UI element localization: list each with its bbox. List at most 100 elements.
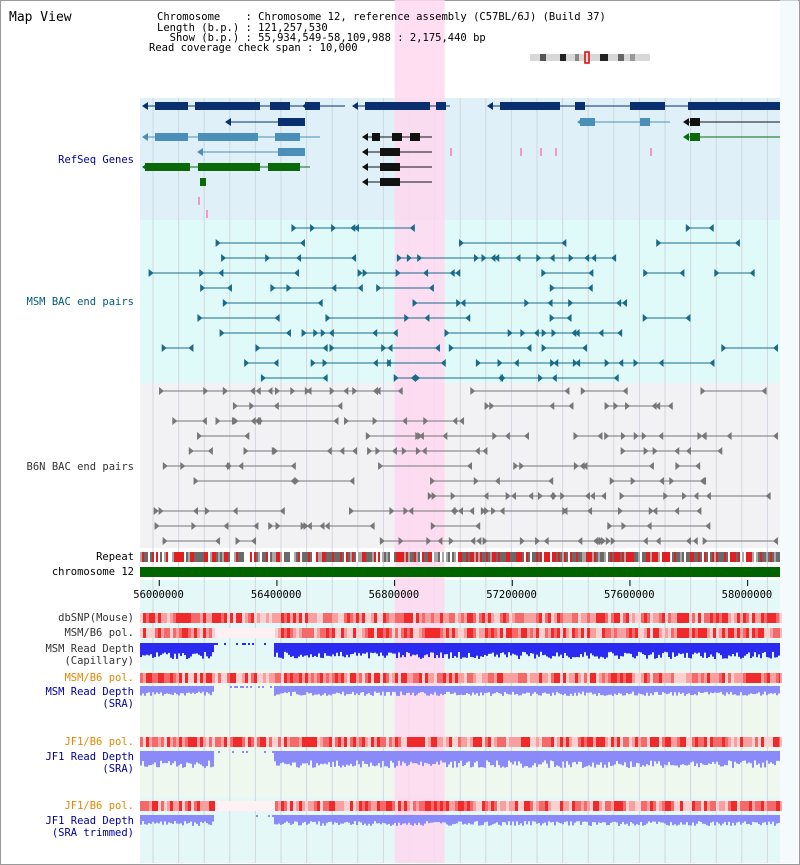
- jf1-b6-pol-2-track[interactable]: [140, 801, 782, 811]
- depth-bar: [432, 751, 434, 765]
- depth-bar: [274, 686, 276, 696]
- depth-bar: [482, 686, 484, 696]
- msm-depth-capillary-track[interactable]: [140, 643, 780, 659]
- depth-bar: [538, 815, 540, 823]
- pol-cell: [464, 673, 467, 683]
- pol-cell: [176, 801, 179, 811]
- repeat-segment: [328, 552, 330, 562]
- bac-end-arrow: [513, 462, 519, 470]
- depth-bar: [626, 686, 628, 694]
- depth-bar: [164, 686, 166, 694]
- msm-bac-end-pairs[interactable]: [148, 224, 778, 382]
- msm-depth-sra-track[interactable]: [140, 686, 780, 696]
- track-label-jf1-b6-pol[interactable]: JF1/B6 pol.: [64, 736, 134, 748]
- depth-bar: [546, 751, 548, 764]
- pol-cell: [449, 628, 452, 638]
- depth-bar: [614, 643, 616, 656]
- depth-bar: [694, 751, 696, 767]
- track-label-jf1-depth-trim[interactable]: JF1 Read Depth: [45, 815, 134, 827]
- depth-bar: [748, 643, 750, 653]
- pol-cell: [521, 628, 524, 638]
- depth-bar: [532, 751, 534, 766]
- pol-cell: [689, 628, 692, 638]
- dbsnp-track[interactable]: [140, 613, 782, 623]
- pol-cell: [773, 628, 776, 638]
- track-label-jf1-depth-sra[interactable]: JF1 Read Depth: [45, 751, 134, 763]
- track-label-jf1-b6-pol-2[interactable]: JF1/B6 pol.: [64, 800, 134, 812]
- bac-end-arrow: [372, 329, 378, 337]
- depth-bar: [544, 686, 546, 693]
- depth-bar: [550, 815, 552, 823]
- track-label-dbsnp[interactable]: dbSNP(Mouse): [58, 612, 134, 624]
- pol-cell: [269, 613, 272, 623]
- depth-bar: [676, 643, 678, 656]
- repeat-segment: [770, 552, 772, 562]
- pol-cell: [776, 613, 779, 623]
- b6n-bac-end-pairs[interactable]: [153, 387, 778, 545]
- pol-cell: [665, 737, 668, 747]
- pol-cell: [722, 673, 725, 683]
- track-label-msm-depth-sra[interactable]: MSM Read Depth: [45, 686, 134, 698]
- track-label-b6n-bac[interactable]: B6N BAC end pairs: [26, 461, 134, 473]
- pol-cell: [728, 613, 731, 623]
- track-label-msm-b6-pol-2[interactable]: MSM/B6 pol.: [64, 672, 134, 684]
- repeat-segment: [140, 552, 142, 562]
- depth-bar: [332, 751, 334, 762]
- depth-bar: [544, 751, 546, 761]
- depth-bar: [772, 686, 774, 694]
- jf1-depth-sra-track[interactable]: [140, 751, 780, 768]
- pol-cell: [698, 737, 701, 747]
- repeat-segment: [546, 552, 548, 562]
- pol-cell: [683, 801, 686, 811]
- track-label-msm-bac[interactable]: MSM BAC end pairs: [26, 296, 134, 308]
- msm-b6-pol-track[interactable]: [140, 628, 782, 638]
- jf1-b6-pol-track[interactable]: [140, 737, 782, 747]
- msm-b6-pol-2-track[interactable]: [140, 673, 782, 683]
- pol-cell: [632, 801, 635, 811]
- bac-end-arrow: [299, 239, 305, 247]
- depth-bar: [578, 686, 580, 693]
- pol-cell: [386, 613, 389, 623]
- pol-cell: [329, 737, 332, 747]
- pol-cell: [155, 801, 158, 811]
- depth-bar: [344, 751, 346, 767]
- pol-cell: [557, 737, 560, 747]
- pol-cell: [629, 628, 632, 638]
- repeat-track[interactable]: [140, 552, 780, 562]
- pol-cell: [692, 801, 695, 811]
- depth-bar: [696, 815, 698, 824]
- pol-cell: [455, 737, 458, 747]
- pol-cell: [590, 673, 593, 683]
- depth-bar: [176, 815, 178, 824]
- pol-cell: [602, 737, 605, 747]
- pol-cell: [233, 628, 236, 638]
- chromosome-ideogram[interactable]: [530, 51, 650, 64]
- jf1-depth-trim-track[interactable]: [140, 815, 780, 826]
- pol-cell: [230, 673, 233, 683]
- track-label-refseq[interactable]: RefSeq Genes: [58, 154, 134, 166]
- pol-cell: [254, 801, 257, 811]
- depth-bar: [394, 751, 396, 768]
- track-label-msm-b6-pol[interactable]: MSM/B6 pol.: [64, 627, 134, 639]
- depth-bar: [610, 643, 612, 652]
- repeat-segment: [642, 552, 644, 562]
- gene-marker: [520, 148, 522, 156]
- bac-end-arrow: [273, 359, 279, 367]
- depth-bar: [364, 815, 366, 824]
- gene-exon: [278, 148, 305, 156]
- pol-cell: [230, 628, 233, 638]
- pol-cell: [401, 613, 404, 623]
- pol-cell: [437, 628, 440, 638]
- bac-end-arrow: [424, 314, 430, 322]
- track-label-msm-depth-cap[interactable]: MSM Read Depth: [45, 643, 134, 655]
- refseq-genes[interactable]: [142, 102, 780, 218]
- bac-end-arrow: [604, 359, 610, 367]
- depth-bar: [754, 815, 756, 823]
- gene-exon: [155, 102, 188, 110]
- depth-bar: [160, 643, 162, 655]
- track-label-repeat[interactable]: Repeat: [96, 551, 134, 563]
- repeat-segment: [638, 552, 640, 562]
- pol-cell: [581, 628, 584, 638]
- depth-bar: [612, 686, 614, 696]
